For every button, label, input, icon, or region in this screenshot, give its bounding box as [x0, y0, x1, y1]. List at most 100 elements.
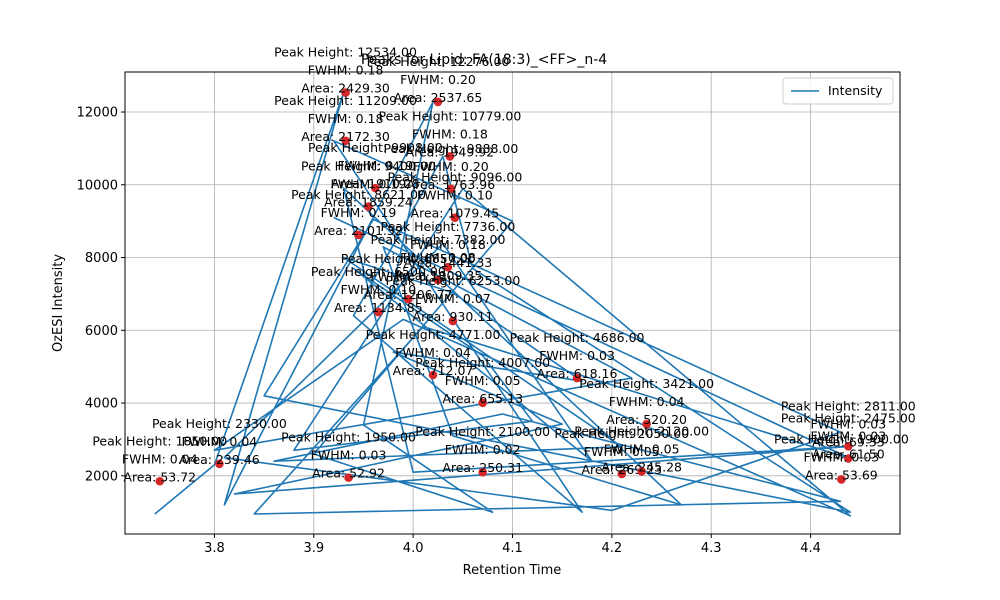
peak-fwhm-label: FWHM: 0.07 — [415, 291, 491, 306]
peak-area-label: Area: 250.31 — [442, 460, 523, 475]
peak-marker — [642, 419, 651, 429]
peak-height-label: Peak Height: 9096.00 — [387, 170, 522, 185]
peak-fwhm-label: FWHM: 0.03 — [539, 348, 615, 363]
x-tick-label: 4.1 — [502, 541, 523, 556]
peak-fwhm-label: FWHM: 0.18 — [412, 126, 488, 141]
peak-height-label: Peak Height: 9400.00 — [301, 159, 436, 174]
peak-area-label: Area: 1910.28 — [331, 176, 420, 191]
peak-marker — [637, 467, 646, 476]
peak-area-label: Area: 2429.30 — [301, 81, 390, 96]
peak-height-label: Peak Height: 4771.00 — [366, 327, 501, 342]
peak-marker — [837, 475, 846, 484]
peak-marker — [403, 294, 413, 304]
peak-marker — [445, 152, 455, 161]
peak-height-label: Peak Height: 6253.00 — [385, 273, 520, 288]
peak-marker — [215, 459, 224, 469]
x-tick-label: 4.2 — [602, 541, 623, 556]
y-axis-label: OzESI Intensity — [51, 254, 66, 352]
peak-height-label: Peak Height: 8621.00 — [291, 187, 426, 202]
x-tick-label: 3.8 — [204, 541, 225, 556]
peak-marker — [443, 262, 453, 272]
peak-area-label: Area: 1079.45 — [411, 206, 500, 221]
peak-marker — [428, 370, 438, 380]
peak-area-label: Area: 2537.65 — [394, 90, 483, 105]
peak-marker — [450, 213, 460, 222]
y-tick-label: 12000 — [77, 106, 118, 121]
x-tick-label: 4.3 — [701, 541, 722, 556]
peak-fwhm-label: FWHM: 0.19 — [338, 158, 414, 173]
peak-marker — [433, 97, 443, 107]
peak-fwhm-label: FWHM: 0.08 — [400, 250, 476, 265]
peak-fwhm-label: FWHM: 0.12 — [370, 269, 446, 284]
peak-marker — [448, 316, 458, 326]
y-tick-label: 4000 — [85, 397, 118, 412]
peak-marker — [844, 454, 853, 463]
peak-fwhm-label: FWHM: 0.10 — [417, 188, 493, 203]
peak-height-label: Peak Height: 7382.00 — [371, 232, 506, 247]
peak-area-label: Area: 1949.92 — [406, 144, 495, 159]
peak-area-label: Area: 930.11 — [413, 309, 494, 324]
peak-height-label: Peak Height: 6500.00 — [311, 264, 446, 279]
peak-height-label: Peak Height: 2330.00 — [152, 416, 287, 431]
peak-height-label: Peak Height: 1850.00 — [92, 433, 227, 448]
legend-box — [782, 77, 894, 105]
peak-fwhm-label: FWHM: 0.05 — [584, 444, 660, 459]
peak-area-label: Area: 69.33 — [812, 434, 885, 449]
peak-height-label: Peak Height: 2100.00 — [415, 424, 550, 439]
y-tick-label: 2000 — [85, 469, 118, 484]
peak-area-label: Area: 655.13 — [442, 391, 523, 406]
peak-fwhm-label: FWHM: 0.19 — [331, 177, 407, 192]
axis-ticks: 3.8 3.9 4.0 4.1 4.2 4.3 4.4 2000 4000 6000 8000 100… — [77, 106, 821, 556]
peak-height-label: Peak Height: 12276.00 — [367, 54, 510, 69]
peak-fwhm-label: FWHM: 0.20 — [413, 159, 489, 174]
peak-height-label: Peak Height: 2120.00 — [574, 423, 709, 438]
peak-area-label: Area: 520.20 — [606, 412, 687, 427]
peak-height-label: Peak Height: 9888.00 — [383, 141, 518, 156]
peak-fwhm-label: FWHM: 0.18 — [410, 237, 486, 252]
peak-fwhm-label: FWHM: 0.18 — [308, 63, 384, 78]
peak-fwhm-label: FWHM: 0.04 — [395, 345, 471, 360]
peak-area-label: Area: 1441.33 — [404, 255, 493, 270]
y-tick-label: 8000 — [85, 251, 118, 266]
peak-marker — [374, 307, 383, 317]
peak-area-label: Area: 2172.30 — [301, 129, 390, 144]
peak-height-label: Peak Height: 4007.00 — [415, 355, 550, 370]
x-tick-label: 4.0 — [403, 541, 424, 556]
peak-height-label: Peak Height: 11209.00 — [274, 93, 417, 108]
peak-area-label: Area: 1206.77 — [364, 287, 453, 302]
peak-marker — [572, 373, 582, 383]
peak-height-label: Peak Height: 1900.00 — [774, 431, 909, 446]
peak-height-label: Peak Height: 9908.00 — [308, 140, 443, 155]
peak-fwhm-label: FWHM: 0.05 — [604, 441, 680, 456]
peak-marker — [844, 441, 853, 451]
peak-marker — [478, 398, 487, 408]
peak-marker — [364, 202, 373, 211]
peak-area-label: Area: 618.16 — [537, 366, 618, 381]
peak-fwhm-label: FWHM: 0.10 — [340, 282, 416, 297]
x-tick-label: 3.9 — [303, 541, 324, 556]
peak-area-label: Area: 53.72 — [123, 469, 196, 484]
chart-title: Peaks for Lipid: FA(18:3)_<FF>_n-4 — [361, 52, 607, 68]
y-tick-label: 10000 — [77, 178, 118, 193]
peak-marker — [478, 467, 487, 477]
peak-area-label: Area: 712.07 — [393, 363, 474, 378]
peak-marker — [341, 88, 350, 97]
peak-marker — [446, 184, 456, 194]
peak-fwhm-label: FWHM: 0.19 — [321, 205, 397, 220]
peak-fwhm-label: FWHM: 0.20 — [400, 72, 476, 87]
peak-height-label: Peak Height: 1950.00 — [281, 430, 416, 445]
peak-fwhm-label: FWHM: 0.03 — [810, 416, 886, 431]
peak-height-label: Peak Height: 2050.00 — [554, 426, 689, 441]
peak-area-label: Area: 52.92 — [312, 466, 385, 481]
intensity-line — [154, 91, 852, 517]
peak-area-label: Area: 1134.85 — [334, 300, 423, 315]
peak-area-label: Area: 1009.35 — [394, 268, 483, 283]
peak-fwhm-label: FWHM: 0.04 — [182, 434, 258, 449]
peak-height-label: Peak Height: 7736.00 — [380, 219, 515, 234]
peak-fwhm-label: FWHM: 0.03 — [803, 449, 879, 464]
y-tick-label: 6000 — [85, 324, 118, 339]
peak-marker — [433, 275, 443, 285]
peak-marker — [371, 183, 380, 193]
peak-height-label: Peak Height: 3421.00 — [579, 376, 714, 391]
